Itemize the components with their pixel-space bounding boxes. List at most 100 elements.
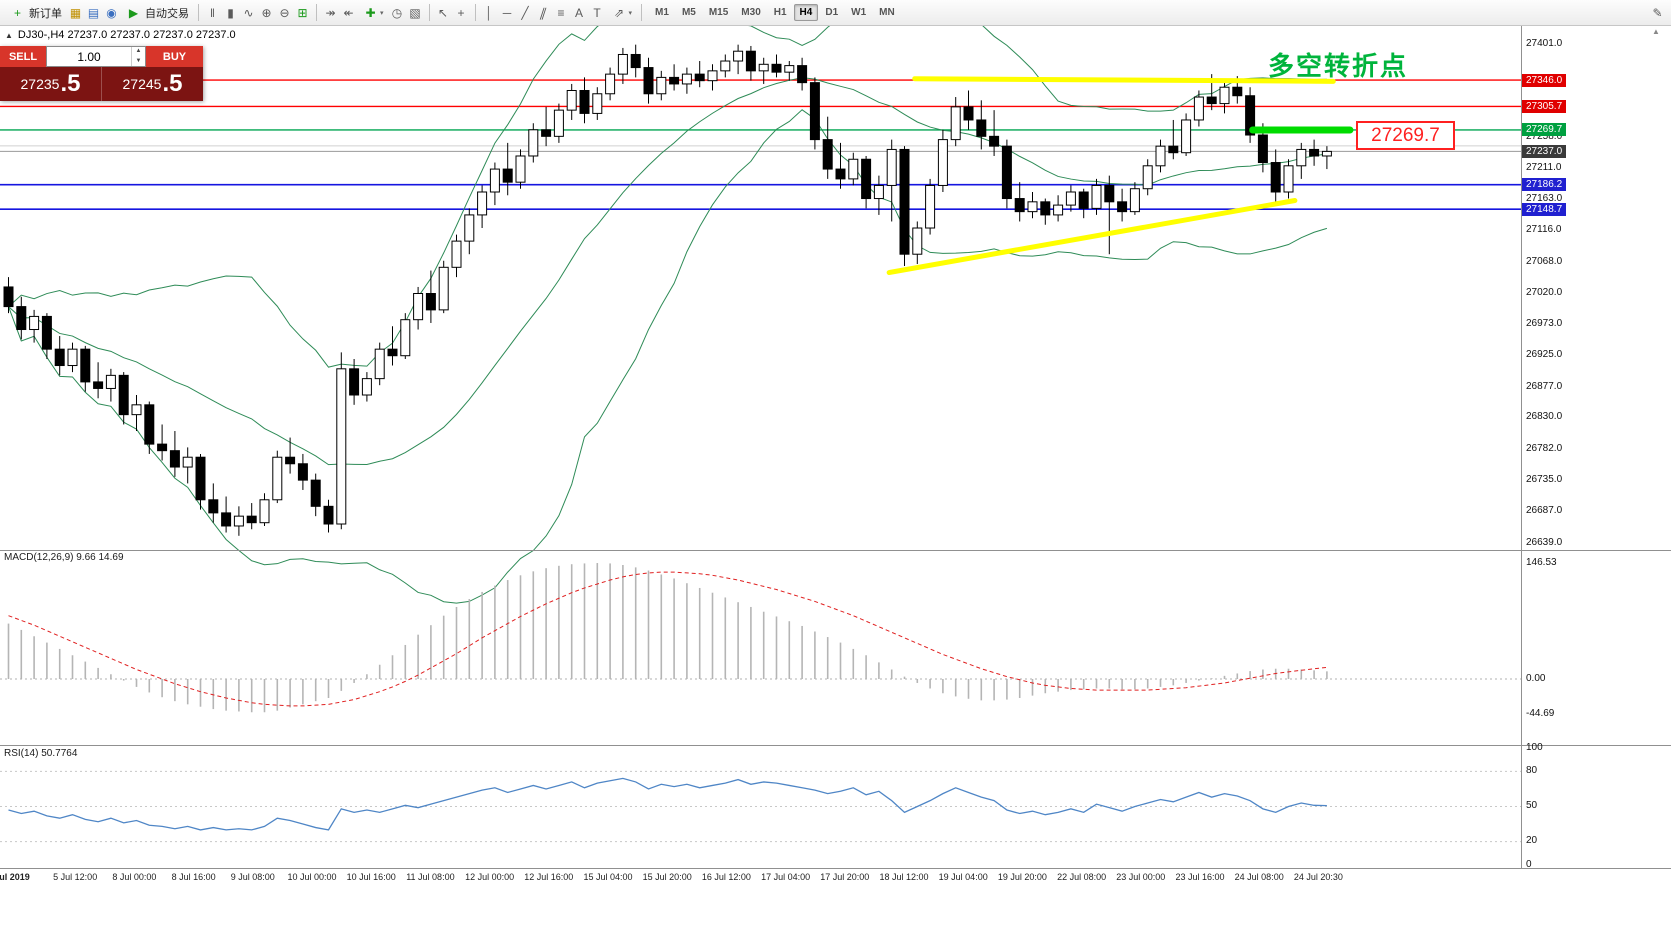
candle-body [758,63,769,72]
channel-tool-icon[interactable]: ∥ [537,5,549,20]
candle-body [617,53,628,75]
timeframe-W1[interactable]: W1 [851,7,867,18]
macd-panel-separator[interactable] [0,550,1671,551]
candle-body [592,93,603,114]
candle-body [1309,148,1320,157]
candle-body [29,315,40,331]
candle-body [400,319,411,357]
edit-chart-icon[interactable]: ✎ [1652,5,1663,20]
vertical-line-tool-icon[interactable]: │ [485,5,493,20]
time-label: 17 Jul 20:00 [820,872,870,882]
zoom-out-icon[interactable]: ⊖ [279,5,290,20]
candle-body [681,73,692,85]
candle-body [80,348,91,383]
bar-chart-icon[interactable]: ‖ [210,5,215,20]
price-axis[interactable]: 27401.0 27258.0 27211.0 27163.0 27116.0 27068… [1522,0,1671,952]
price-badge-27237.0: 27237.0 [1522,144,1567,158]
text-tool-icon[interactable]: A [575,5,584,20]
indicators-add-icon: ✚ [365,5,376,20]
candle-body [246,515,257,524]
candle-body [1040,201,1051,216]
candle-body [1206,96,1217,105]
templates-icon[interactable]: ▧ [409,5,421,20]
auto-scroll-icon[interactable]: ↠ [325,5,336,20]
timeframe-M15[interactable]: M15 [708,7,729,18]
community-icon[interactable]: ◉ [106,5,117,20]
candle-body [1168,145,1179,154]
sell-price-big: .5 [60,70,81,97]
toolbar-separator [641,4,643,21]
one-click-trade-panel: SELL 1.00 ▲ ▼ BUY 27235.5 27245.5 [0,46,203,101]
time-label: Jul 2019 [0,872,30,882]
label-tool-icon[interactable]: T [593,5,601,20]
fibonacci-tool-icon[interactable]: ≡ [557,5,565,20]
time-axis[interactable]: Jul 2019 5 Jul 12:00 8 Jul 00:00 8 Jul 16:0… [0,872,1521,888]
auto-trading-button[interactable]: ▶ 自动交易 [121,3,193,23]
candle-body [1219,86,1230,105]
bollinger-upper-band [8,0,1327,368]
crosshair-icon[interactable]: + [457,5,465,20]
axis-scroll-up-icon[interactable]: ▲ [1652,27,1660,36]
yellow-resistance-line[interactable] [912,76,1336,84]
volume-down-icon[interactable]: ▼ [135,57,142,64]
timeframe-H1[interactable]: H1 [773,7,787,18]
buy-button[interactable]: BUY [146,46,203,67]
candle-body [16,306,27,331]
price-label-27020.0: 27020.0 [1526,287,1563,298]
timeframe-M30[interactable]: M30 [741,7,761,18]
sell-button[interactable]: SELL [0,46,46,67]
candle-body [643,67,654,95]
horizontal-line-tool-icon[interactable]: ─ [502,5,512,20]
cursor-icon[interactable]: ↖ [437,5,449,20]
candle-body [1001,145,1012,200]
periods-icon[interactable]: ◷ [391,5,403,20]
arrows-tool-button[interactable]: ⇗ ▾ [607,3,637,23]
candle-body [1296,148,1307,167]
indicators-button[interactable]: ✚ ▾ [358,3,388,23]
volume-input[interactable]: 1.00 ▲ ▼ [46,46,146,67]
rsi-panel-separator[interactable] [0,745,1671,746]
candle-body [566,89,577,111]
sell-price[interactable]: 27235.5 [0,67,102,101]
data-window-icon[interactable]: ▤ [87,5,100,20]
buy-price[interactable]: 27245.5 [102,67,203,101]
tile-windows-icon[interactable]: ⊞ [297,5,308,20]
candle-body [144,404,155,445]
line-chart-icon[interactable]: ∿ [243,5,254,20]
time-label: 19 Jul 20:00 [997,872,1047,882]
collapse-trade-panel-icon[interactable]: ▲ [5,30,13,40]
candle-body [899,148,910,255]
time-label: 15 Jul 04:00 [583,872,633,882]
buy-price-big: .5 [162,70,183,97]
timeframe-D1[interactable]: D1 [825,7,839,18]
volume-up-icon[interactable]: ▲ [135,48,142,55]
candlestick-chart-icon[interactable]: ▮ [227,5,234,20]
candle-body [93,381,104,389]
candle-body [912,227,923,255]
main-toolbar: + 新订单 ▦ ▤ ◉ ▶ 自动交易 ‖ ▮ ∿ ⊕ ⊖ ⊞ ↠ ↞ ✚ ▾ ◷… [0,0,1671,26]
candle-body [169,450,180,468]
timeframe-M1[interactable]: M1 [655,7,669,18]
time-label: 18 Jul 12:00 [879,872,929,882]
candle-body [1321,150,1332,157]
candle-body [886,148,897,186]
yellow-support-trendline[interactable] [886,198,1298,276]
candle-body [963,106,974,121]
new-order-button[interactable]: + 新订单 [5,3,66,23]
zoom-in-icon[interactable]: ⊕ [261,5,272,20]
timeframe-MN[interactable]: MN [879,7,895,18]
time-label: 16 Jul 12:00 [701,872,751,882]
market-watch-icon[interactable]: ▦ [69,5,82,20]
chart-shift-icon[interactable]: ↞ [343,5,354,20]
price-callout[interactable]: 27269.7 [1356,121,1455,150]
candle-body [707,70,718,82]
trendline-tool-icon[interactable]: ╱ [521,5,529,20]
candle-body [797,65,808,84]
turning-point-label[interactable]: 多空转折点 [1268,51,1409,81]
rsi-label: RSI(14) 50.7764 [4,748,78,759]
timeframe-H4[interactable]: H4 [793,4,819,21]
timeframe-M5[interactable]: M5 [681,7,696,18]
candle-body [835,168,846,180]
volume-value[interactable]: 1.00 [77,49,101,64]
